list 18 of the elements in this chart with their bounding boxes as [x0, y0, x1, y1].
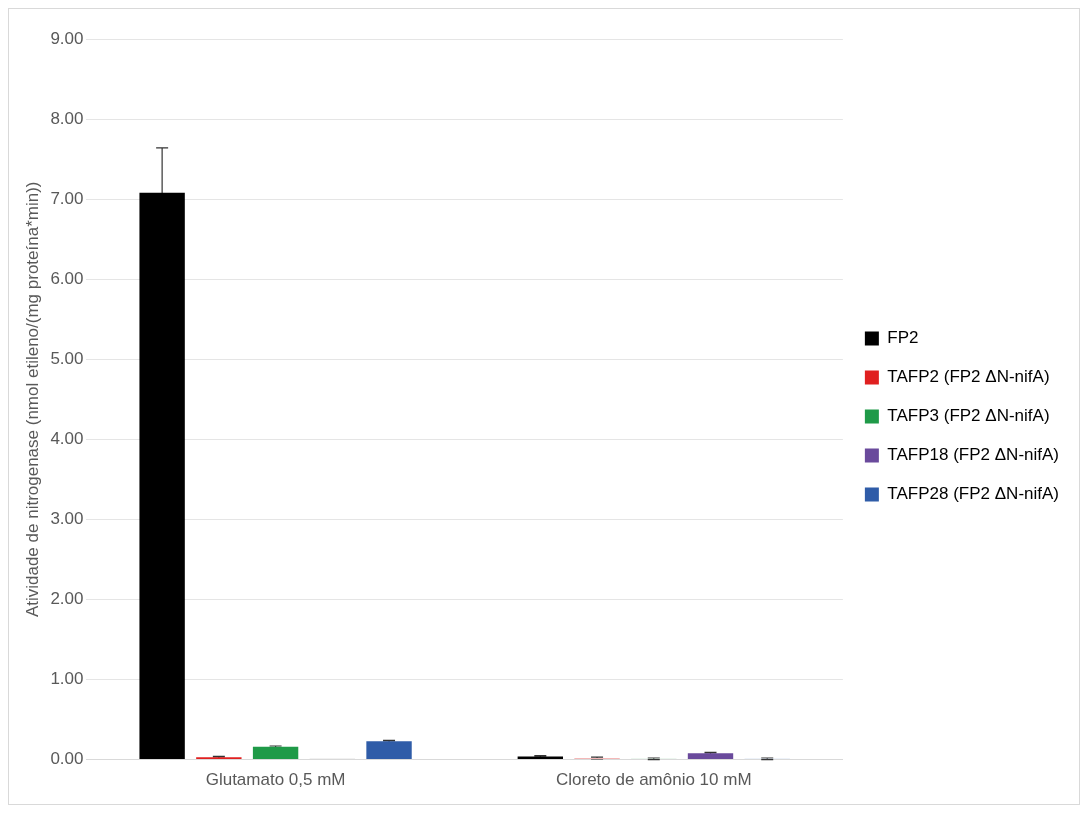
y-tick-label: 8.00 — [50, 108, 84, 128]
y-tick-label: 4.00 — [50, 429, 84, 449]
x-tick-label: Glutamato 0,5 mM — [205, 770, 346, 790]
legend-label: FP2 — [887, 328, 919, 348]
y-tick-label: 7.00 — [50, 188, 84, 208]
y-tick-label: 5.00 — [50, 348, 84, 368]
y-tick-label: 6.00 — [50, 268, 84, 288]
legend-label: TAFP28 (FP2 ΔN-nifA) — [887, 484, 1060, 504]
y-tick-label: 9.00 — [50, 28, 84, 48]
y-tick-label: 0.00 — [50, 749, 84, 769]
legend-label: TAFP3 (FP2 ΔN-nifA) — [887, 406, 1050, 426]
legend-label: TAFP2 (FP2 ΔN-nifA) — [887, 367, 1050, 387]
y-tick-label: 3.00 — [50, 509, 84, 529]
y-axis-title: Atividade de nitrogenase (nmol etileno/(mg proteína*min)) — [22, 181, 42, 618]
y-tick-label: 1.00 — [50, 669, 84, 689]
y-tick-label: 2.00 — [50, 589, 84, 609]
legend-label: TAFP18 (FP2 ΔN-nifA) — [887, 445, 1060, 465]
x-tick-label: Cloreto de amônio 10 mM — [555, 770, 752, 790]
